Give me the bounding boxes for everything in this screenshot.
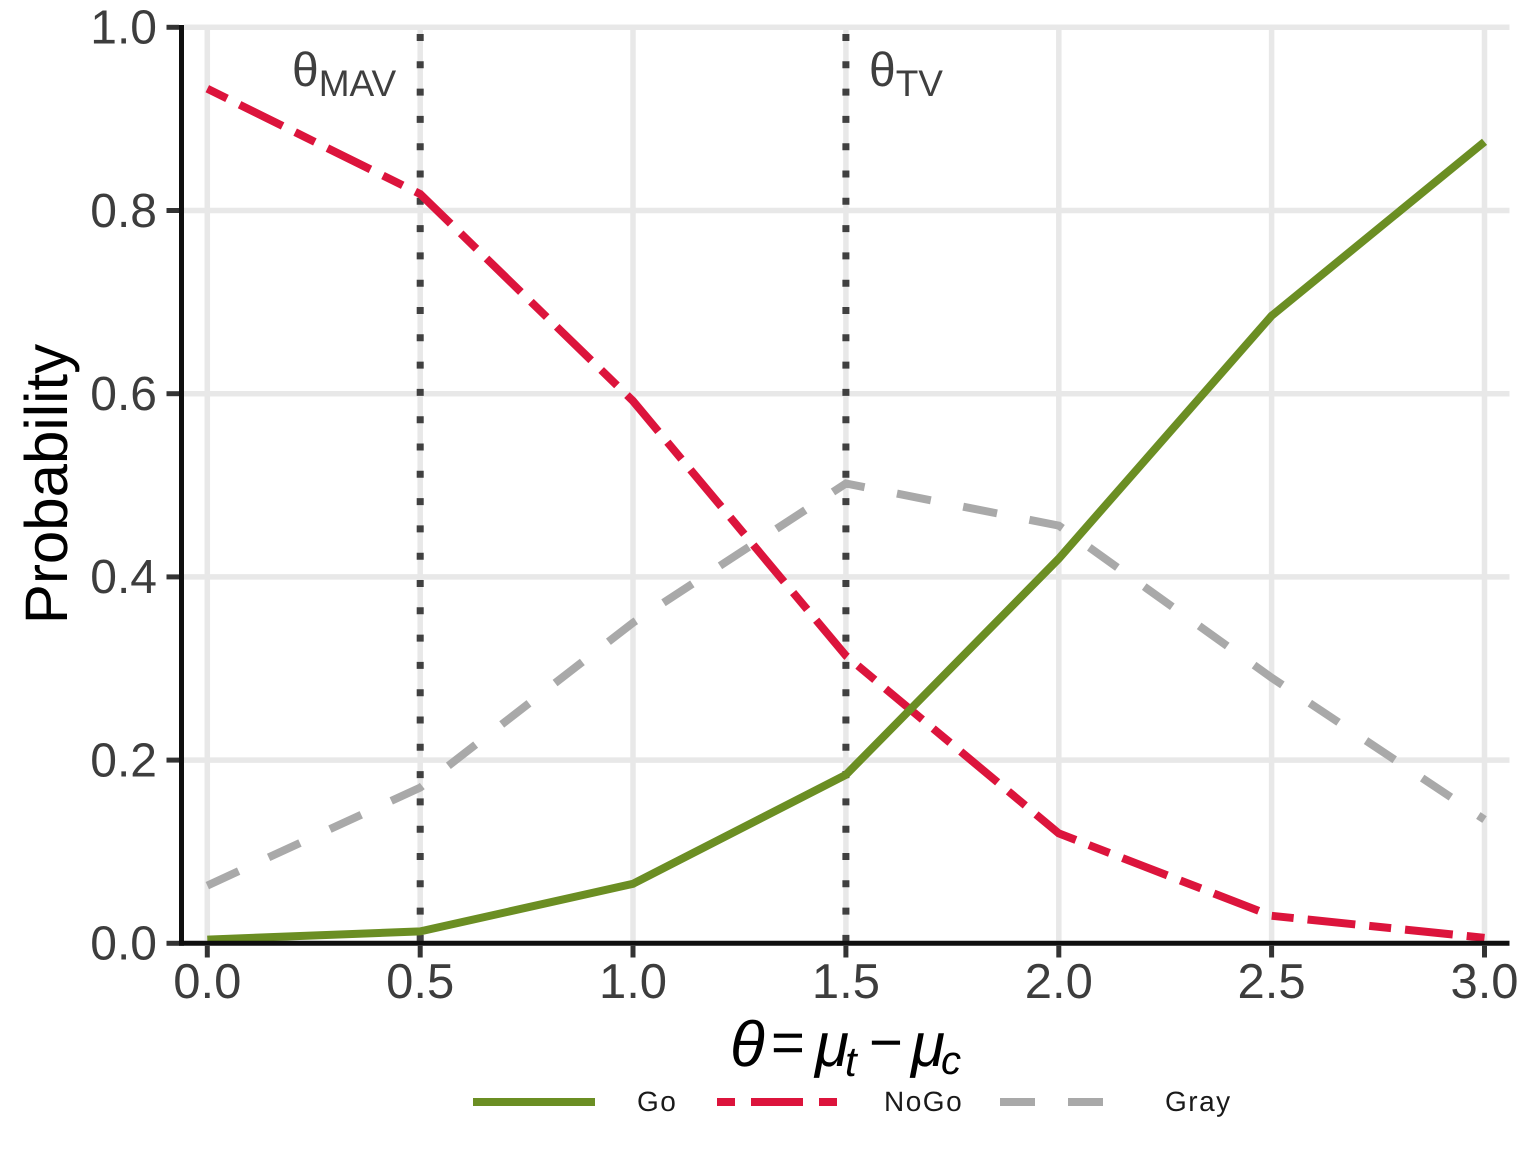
svg-text:1.5: 1.5	[812, 955, 880, 1009]
svg-text:2.0: 2.0	[1025, 955, 1093, 1009]
svg-text:Probability: Probability	[13, 344, 80, 624]
svg-text:2.5: 2.5	[1238, 955, 1306, 1009]
svg-text:=: =	[771, 1010, 805, 1075]
svg-text:0.6: 0.6	[90, 368, 157, 421]
svg-text:θ: θ	[730, 1008, 765, 1080]
svg-text:0.4: 0.4	[90, 551, 157, 604]
svg-text:0.8: 0.8	[90, 185, 157, 238]
svg-text:Go: Go	[637, 1086, 677, 1117]
svg-text:0.0: 0.0	[90, 918, 157, 971]
svg-text:1.0: 1.0	[599, 955, 667, 1009]
svg-text:t: t	[845, 1038, 859, 1085]
svg-text:0.2: 0.2	[90, 734, 157, 787]
svg-text:−: −	[869, 1010, 903, 1075]
svg-text:0.5: 0.5	[386, 955, 454, 1009]
svg-text:NoGo: NoGo	[884, 1086, 963, 1117]
svg-text:1.0: 1.0	[90, 2, 157, 55]
svg-text:Gray: Gray	[1165, 1086, 1232, 1117]
svg-text:μ: μ	[909, 1011, 945, 1080]
svg-text:c: c	[941, 1039, 961, 1083]
svg-text:0.0: 0.0	[173, 955, 241, 1009]
svg-text:μ: μ	[813, 1011, 849, 1080]
svg-text:3.0: 3.0	[1450, 955, 1518, 1009]
